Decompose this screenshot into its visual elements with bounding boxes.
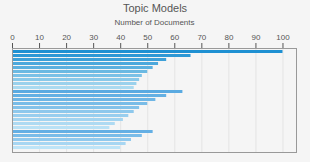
svg-text:70: 70 xyxy=(197,33,206,42)
svg-text:Number of Documents: Number of Documents xyxy=(114,18,194,27)
svg-text:0: 0 xyxy=(10,33,15,42)
svg-text:20: 20 xyxy=(62,33,71,42)
html-text:Topic Models: Topic Models xyxy=(122,2,188,14)
svg-text:60: 60 xyxy=(170,33,179,42)
svg-text:100: 100 xyxy=(276,33,290,42)
svg-text:30: 30 xyxy=(89,33,98,42)
svg-text:80: 80 xyxy=(224,33,233,42)
svg-text:50: 50 xyxy=(143,33,152,42)
svg-text:40: 40 xyxy=(116,33,125,42)
svg-text:10: 10 xyxy=(35,33,44,42)
svg-text:90: 90 xyxy=(251,33,260,42)
